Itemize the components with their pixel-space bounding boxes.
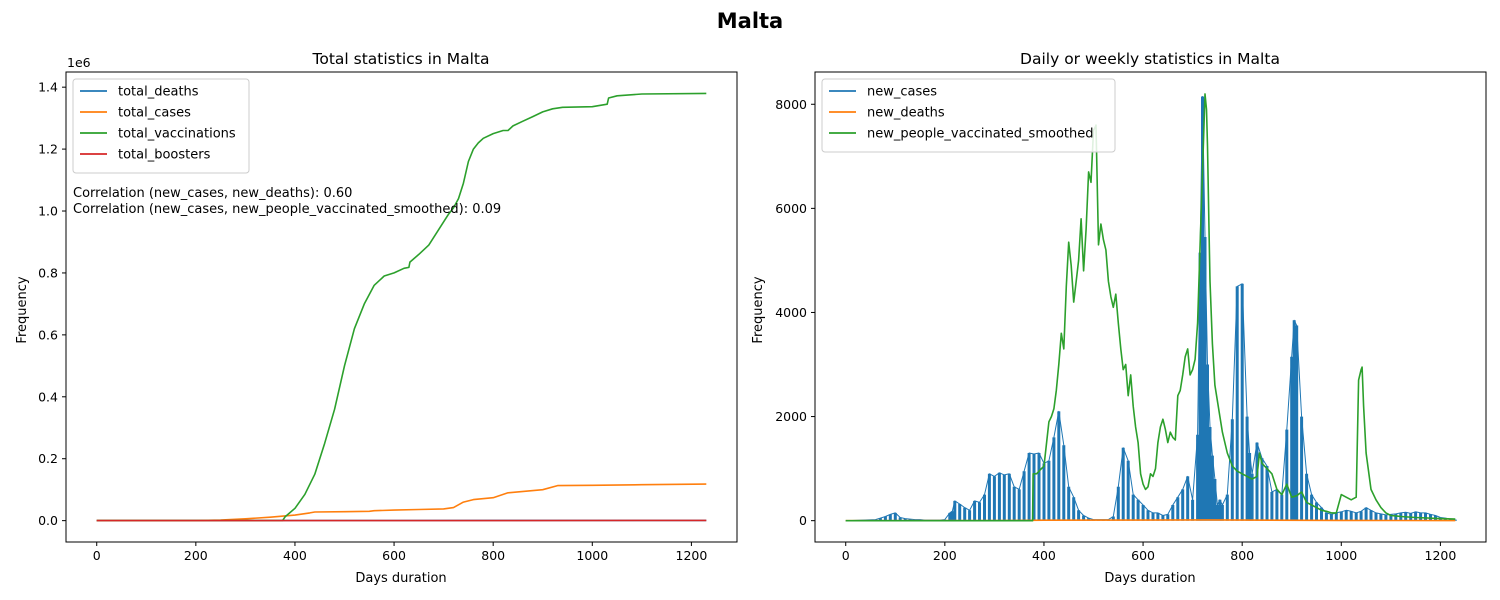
- plot-frame: [65, 71, 738, 543]
- y-tick-label: 2000: [775, 409, 807, 424]
- y-tick-label: 1.0: [38, 204, 58, 219]
- legend: total_deaths total_cases total_vaccination…: [72, 78, 250, 174]
- series-total-cases: [96, 483, 707, 522]
- x-tick-label: 800: [481, 548, 505, 563]
- total-statistics-chart: Total statistics in Malta Days duration …: [15, 50, 738, 586]
- y-tick-label: 0.4: [38, 389, 58, 404]
- y-tick-label: 0.2: [38, 451, 58, 466]
- legend-label: new_deaths: [867, 106, 945, 121]
- x-tick-label: 1200: [676, 548, 708, 563]
- series-new-cases: [845, 96, 1456, 522]
- series-new-people-vaccinated-smoothed: [845, 93, 1456, 522]
- legend: new_cases new_deaths new_people_vaccinated…: [821, 78, 1116, 153]
- x-tick-label: 1000: [576, 548, 608, 563]
- plot-frame: [814, 71, 1487, 543]
- y-tick-label: 0.0: [38, 513, 58, 528]
- legend-label: total_deaths: [118, 85, 199, 100]
- x-tick-label: 0: [842, 548, 850, 563]
- y-tick-label: 1.4: [38, 80, 58, 95]
- x-tick-label: 200: [933, 548, 957, 563]
- y-axis-label: Frequency: [15, 276, 30, 343]
- series-total-vaccinations: [96, 92, 707, 522]
- chart-title: Daily or weekly statistics in Malta: [1020, 50, 1280, 68]
- daily-statistics-chart: Daily or weekly statistics in Malta Days…: [751, 50, 1487, 586]
- x-tick-label: 600: [1131, 548, 1155, 563]
- chart-title: Total statistics in Malta: [312, 50, 490, 68]
- x-tick-label: 400: [1032, 548, 1056, 563]
- legend-label: total_vaccinations: [118, 127, 236, 142]
- x-tick-label: 0: [93, 548, 101, 563]
- y-axis-label: Frequency: [751, 276, 766, 343]
- legend-label: new_people_vaccinated_smoothed: [867, 127, 1093, 142]
- x-tick-label: 1000: [1325, 548, 1357, 563]
- correlation-annotation-vaccinated: Correlation (new_cases, new_people_vacci…: [73, 202, 501, 217]
- legend-label: total_boosters: [118, 148, 211, 163]
- legend-label: new_cases: [867, 85, 937, 100]
- x-tick-label: 400: [283, 548, 307, 563]
- legend-box: [72, 78, 250, 174]
- y-tick-label: 8000: [775, 97, 807, 112]
- x-tick-label: 600: [382, 548, 406, 563]
- figure-title: Malta: [717, 9, 783, 33]
- x-tick-label: 1200: [1425, 548, 1457, 563]
- legend-box: [821, 78, 1116, 153]
- x-axis-label: Days duration: [355, 571, 446, 586]
- y-tick-label: 1.2: [38, 142, 58, 157]
- x-axis-label: Days duration: [1104, 571, 1195, 586]
- y-tick-label: 0.6: [38, 327, 58, 342]
- x-tick-label: 200: [184, 548, 208, 563]
- y-tick-label: 0: [799, 513, 807, 528]
- y-tick-label: 6000: [775, 201, 807, 216]
- y-tick-label: 4000: [775, 305, 807, 320]
- correlation-annotation-deaths: Correlation (new_cases, new_deaths): 0.6…: [73, 186, 352, 201]
- y-axis-offset-text: 1e6: [67, 55, 91, 70]
- legend-label: total_cases: [118, 106, 191, 121]
- x-tick-label: 800: [1230, 548, 1254, 563]
- y-tick-label: 0.8: [38, 265, 58, 280]
